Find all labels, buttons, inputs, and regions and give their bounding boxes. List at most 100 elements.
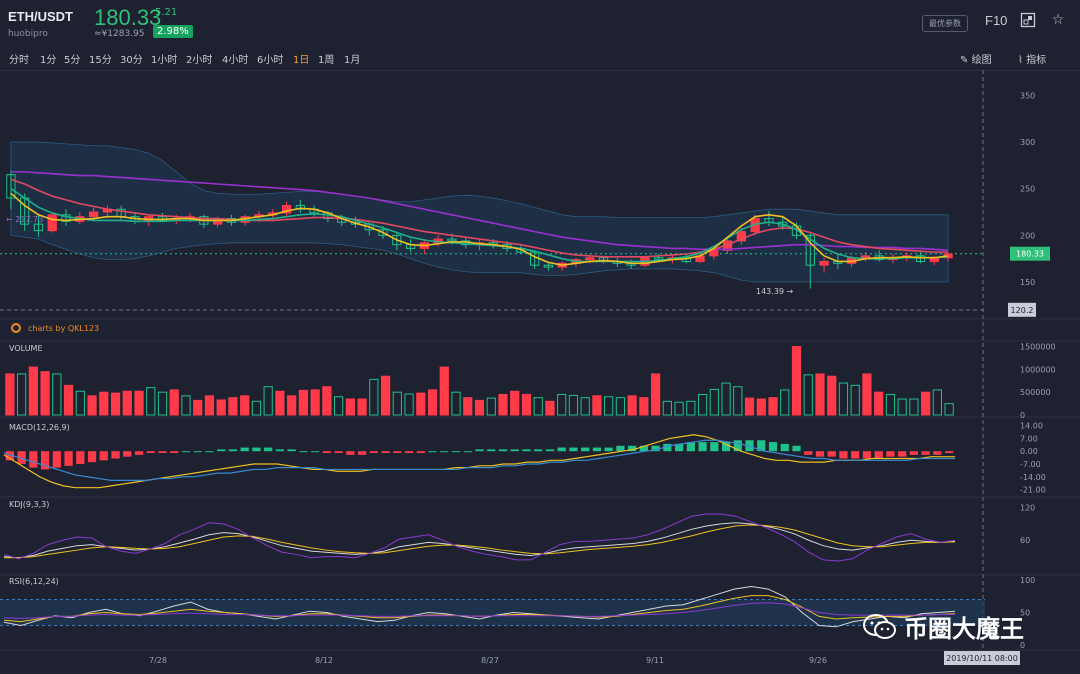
tab-4[interactable]: 30分 (120, 55, 143, 66)
volume-bar (686, 400, 696, 416)
macd-hist-bar (710, 442, 719, 452)
macd-hist-bar (404, 451, 414, 454)
tab-5[interactable]: 1小时 (151, 55, 178, 66)
macd-hist-bar (545, 449, 555, 452)
chart-area[interactable]: 350 300 250 200 150 ← 217.73 143.39 → 180.33 120… (0, 70, 1080, 674)
rsi-line-RSI6 (3, 585, 956, 628)
volume-bar (75, 390, 85, 416)
fullscreen-icon[interactable] (1020, 12, 1036, 28)
macd-hist-bar (52, 451, 61, 468)
wechat-icon (863, 613, 896, 639)
candle-body (350, 221, 361, 225)
volume-bar (251, 400, 262, 416)
volume-bar (533, 397, 543, 416)
ticker-header: ETH/USDT huobipro 180.33 5.21 ≈¥1283.95 … (0, 0, 1080, 46)
change-percent-badge: 2.98% (153, 25, 193, 38)
kdj-line-D (4, 524, 956, 559)
macd-hist-bar (639, 445, 648, 452)
volume-bar (28, 366, 38, 416)
macd-hist-bar (158, 451, 167, 454)
macd-hist-bar (111, 451, 120, 459)
macd-hist-bar (299, 451, 308, 453)
macd-hist-bar (357, 451, 367, 455)
volume-bar (322, 386, 332, 416)
volume-bar (193, 399, 203, 416)
macd-ytick-0: 14.00 (1020, 422, 1043, 431)
tab-11[interactable]: 1月 (344, 55, 361, 66)
macd-hist-bar (475, 449, 484, 452)
volume-bar (451, 391, 461, 416)
volume-ytick-2: 500000 (1020, 388, 1051, 397)
cursor-time-text: 2019/10/11 08:00 (946, 654, 1018, 663)
macd-hist-bar (510, 449, 519, 452)
volume-bar (134, 390, 144, 416)
macd-hist-bar (663, 443, 672, 452)
optimize-params-button[interactable]: 最优参数 (922, 15, 968, 32)
volume-bar (791, 346, 802, 416)
macd-hist-bar (768, 442, 778, 452)
tab-9[interactable]: 1日 (293, 55, 310, 66)
macd-hist-bar (381, 451, 390, 454)
tab-0[interactable]: 分时 (9, 55, 29, 66)
current-price-badge-text: 180.33 (1016, 250, 1044, 259)
tab-2[interactable]: 5分 (64, 55, 81, 66)
macd-hist-bar (99, 451, 108, 461)
volume-bar (521, 393, 532, 416)
tab-3[interactable]: 15分 (89, 55, 112, 66)
volume-bar (944, 403, 954, 416)
macd-hist-bar (557, 447, 566, 452)
volume-bar (768, 397, 778, 416)
macd-ytick-4: -14.00 (1020, 473, 1046, 482)
macd-hist-bar (945, 451, 954, 454)
volume-bar (369, 378, 379, 416)
macd-hist-bar (815, 451, 825, 457)
candle-body (33, 223, 44, 232)
macd-hist-bar (275, 449, 285, 452)
macd-hist-bar (440, 451, 449, 453)
indicator-tool[interactable]: ⌇ 指标 (1018, 51, 1046, 66)
tab-10[interactable]: 1周 (318, 55, 335, 66)
volume-bar (651, 373, 661, 416)
volume-bar (463, 397, 473, 416)
volume-bar (474, 399, 485, 416)
macd-hist-bar (592, 447, 602, 452)
macd-hist-bar (839, 451, 848, 459)
draw-tool[interactable]: ✎ 绘图 (960, 51, 992, 66)
star-icon[interactable]: ☆ (1051, 12, 1065, 28)
candle-body (392, 234, 402, 246)
macd-hist-bar (264, 447, 273, 452)
candle-body (736, 231, 747, 242)
tab-6[interactable]: 2小时 (186, 55, 213, 66)
macd-hist-bar (5, 451, 14, 461)
volume-bar (228, 397, 238, 416)
volume-bar (204, 395, 215, 416)
volume-bar (275, 390, 285, 416)
cny-price: ≈¥1283.95 (94, 29, 145, 39)
candle-body (447, 238, 457, 242)
volume-bar (334, 396, 344, 416)
macd-hist-bar (581, 447, 590, 452)
volume-bar (310, 389, 320, 416)
candle-body (295, 204, 305, 210)
macd-hist-bar (252, 447, 261, 452)
tab-7[interactable]: 4小时 (222, 55, 249, 66)
macd-hist-bar (64, 451, 73, 466)
macd-hist-bar (827, 451, 836, 457)
volume-bar (639, 397, 649, 416)
pencil-icon: ✎ (960, 55, 969, 66)
macd-hist-bar (181, 451, 191, 453)
draw-label: 绘图 (971, 55, 992, 66)
tab-1[interactable]: 1分 (40, 55, 57, 66)
volume-bar (803, 374, 813, 416)
volume-bar (416, 392, 426, 416)
price-ytick-1: 300 (1020, 138, 1035, 147)
candle-body (654, 257, 664, 261)
macd-hist-bar (87, 451, 97, 463)
macd-hist-bar (217, 449, 226, 452)
macd-hist-bar (733, 440, 742, 452)
f10-button[interactable]: F10 (985, 13, 1008, 28)
volume-bar (568, 394, 579, 416)
macd-hist-bar (933, 451, 942, 455)
volume-bar (545, 400, 555, 416)
tab-8[interactable]: 6小时 (257, 55, 284, 66)
